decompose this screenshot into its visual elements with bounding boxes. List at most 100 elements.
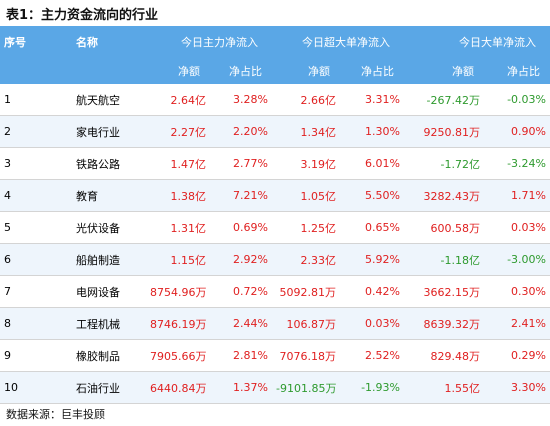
large-net-ratio: 0.29% — [484, 339, 550, 372]
table-row: 8 工程机械 8746.19万 2.44% 106.87万 0.03% 8639.32万 2.… — [0, 307, 550, 340]
row-index: 6 — [0, 243, 72, 276]
super-net-amount: 2.66亿 — [272, 84, 340, 116]
data-source-note: 数据来源：巨丰投顾 — [6, 408, 105, 421]
super-net-amount: 7076.18万 — [272, 339, 340, 372]
super-net-ratio: 3.31% — [340, 84, 404, 116]
large-net-ratio: 0.30% — [484, 275, 550, 308]
main-net-ratio: 2.92% — [210, 243, 272, 276]
large-net-amount: 9250.81万 — [404, 115, 484, 148]
super-net-ratio: 5.92% — [340, 243, 404, 276]
main-net-ratio: 0.72% — [210, 275, 272, 308]
industry-fund-flow-table: 序号 名称 今日主力净流入 今日超大单净流入 今日大单净流入 净额 净占比 净额… — [0, 26, 550, 404]
table-row: 7 电网设备 8754.96万 0.72% 5092.81万 0.42% 3662.15万 0… — [0, 275, 550, 308]
header-super-amount: 净额 — [272, 58, 340, 84]
super-net-ratio: 5.50% — [340, 179, 404, 212]
super-net-amount: 1.34亿 — [272, 115, 340, 148]
table-row: 4 教育 1.38亿 7.21% 1.05亿 5.50% 3282.43万 1.71% — [0, 179, 550, 212]
super-net-ratio: 2.52% — [340, 339, 404, 372]
header-group-main: 今日主力净流入 — [146, 26, 272, 58]
industry-name: 工程机械 — [72, 307, 146, 340]
header-group-large: 今日大单净流入 — [404, 26, 550, 58]
main-net-ratio: 2.44% — [210, 307, 272, 340]
table-body: 1 航天航空 2.64亿 3.28% 2.66亿 3.31% -267.42万 -0.03% 2… — [0, 84, 550, 404]
large-net-amount: 8639.32万 — [404, 307, 484, 340]
main-net-amount: 1.38亿 — [146, 179, 210, 212]
super-net-amount: 2.33亿 — [272, 243, 340, 276]
super-net-amount: -9101.85万 — [272, 371, 340, 404]
main-net-ratio: 2.20% — [210, 115, 272, 148]
super-net-ratio: 0.03% — [340, 307, 404, 340]
super-net-amount: 3.19亿 — [272, 147, 340, 180]
large-net-amount: -1.72亿 — [404, 147, 484, 180]
large-net-ratio: 0.90% — [484, 115, 550, 148]
table-row: 3 铁路公路 1.47亿 2.77% 3.19亿 6.01% -1.72亿 -3.24% — [0, 147, 550, 180]
large-net-ratio: 1.71% — [484, 179, 550, 212]
row-index: 10 — [0, 371, 72, 404]
row-index: 9 — [0, 339, 72, 372]
large-net-amount: 829.48万 — [404, 339, 484, 372]
main-net-amount: 6440.84万 — [146, 371, 210, 404]
table-row: 1 航天航空 2.64亿 3.28% 2.66亿 3.31% -267.42万 -0.03% — [0, 84, 550, 116]
industry-name: 电网设备 — [72, 275, 146, 308]
super-net-amount: 5092.81万 — [272, 275, 340, 308]
table-row: 10 石油行业 6440.84万 1.37% -9101.85万 -1.93% 1.55亿 3… — [0, 371, 550, 404]
large-net-amount: -267.42万 — [404, 84, 484, 116]
super-net-amount: 1.25亿 — [272, 211, 340, 244]
row-index: 4 — [0, 179, 72, 212]
row-index: 8 — [0, 307, 72, 340]
header-index: 序号 — [0, 26, 72, 58]
large-net-amount: 3282.43万 — [404, 179, 484, 212]
industry-name: 教育 — [72, 179, 146, 212]
large-net-ratio: 0.03% — [484, 211, 550, 244]
row-index: 3 — [0, 147, 72, 180]
header-main-amount: 净额 — [146, 58, 210, 84]
industry-name: 船舶制造 — [72, 243, 146, 276]
large-net-amount: 3662.15万 — [404, 275, 484, 308]
main-net-ratio: 2.81% — [210, 339, 272, 372]
header-blank — [0, 58, 72, 84]
row-index: 5 — [0, 211, 72, 244]
header-name: 名称 — [72, 26, 146, 58]
large-net-amount: -1.18亿 — [404, 243, 484, 276]
super-net-amount: 106.87万 — [272, 307, 340, 340]
large-net-ratio: -3.00% — [484, 243, 550, 276]
table-row: 5 光伏设备 1.31亿 0.69% 1.25亿 0.65% 600.58万 0.03% — [0, 211, 550, 244]
large-net-ratio: -0.03% — [484, 84, 550, 116]
main-net-amount: 1.31亿 — [146, 211, 210, 244]
main-net-ratio: 1.37% — [210, 371, 272, 404]
main-net-amount: 8746.19万 — [146, 307, 210, 340]
super-net-ratio: 0.65% — [340, 211, 404, 244]
super-net-ratio: 6.01% — [340, 147, 404, 180]
large-net-ratio: -3.24% — [484, 147, 550, 180]
header-large-ratio: 净占比 — [484, 58, 550, 84]
main-net-amount: 2.27亿 — [146, 115, 210, 148]
industry-name: 橡胶制品 — [72, 339, 146, 372]
industry-name: 家电行业 — [72, 115, 146, 148]
table-row: 2 家电行业 2.27亿 2.20% 1.34亿 1.30% 9250.81万 0.90% — [0, 115, 550, 148]
header-large-amount: 净额 — [404, 58, 484, 84]
header-row-groups: 序号 名称 今日主力净流入 今日超大单净流入 今日大单净流入 — [0, 26, 550, 58]
main-net-amount: 1.15亿 — [146, 243, 210, 276]
table-row: 6 船舶制造 1.15亿 2.92% 2.33亿 5.92% -1.18亿 -3.00% — [0, 243, 550, 276]
industry-name: 石油行业 — [72, 371, 146, 404]
industry-name: 铁路公路 — [72, 147, 146, 180]
header-main-ratio: 净占比 — [210, 58, 272, 84]
row-index: 1 — [0, 84, 72, 116]
header-group-super: 今日超大单净流入 — [272, 26, 404, 58]
header-blank — [72, 58, 146, 84]
large-net-amount: 1.55亿 — [404, 371, 484, 404]
table-title: 表1：主力资金流向的行业 — [6, 8, 159, 23]
large-net-ratio: 3.30% — [484, 371, 550, 404]
large-net-ratio: 2.41% — [484, 307, 550, 340]
industry-name: 航天航空 — [72, 84, 146, 116]
main-net-amount: 1.47亿 — [146, 147, 210, 180]
header-row-subs: 净额 净占比 净额 净占比 净额 净占比 — [0, 58, 550, 84]
main-net-amount: 8754.96万 — [146, 275, 210, 308]
row-index: 7 — [0, 275, 72, 308]
super-net-ratio: 0.42% — [340, 275, 404, 308]
super-net-ratio: 1.30% — [340, 115, 404, 148]
super-net-ratio: -1.93% — [340, 371, 404, 404]
main-net-ratio: 7.21% — [210, 179, 272, 212]
large-net-amount: 600.58万 — [404, 211, 484, 244]
header-super-ratio: 净占比 — [340, 58, 404, 84]
